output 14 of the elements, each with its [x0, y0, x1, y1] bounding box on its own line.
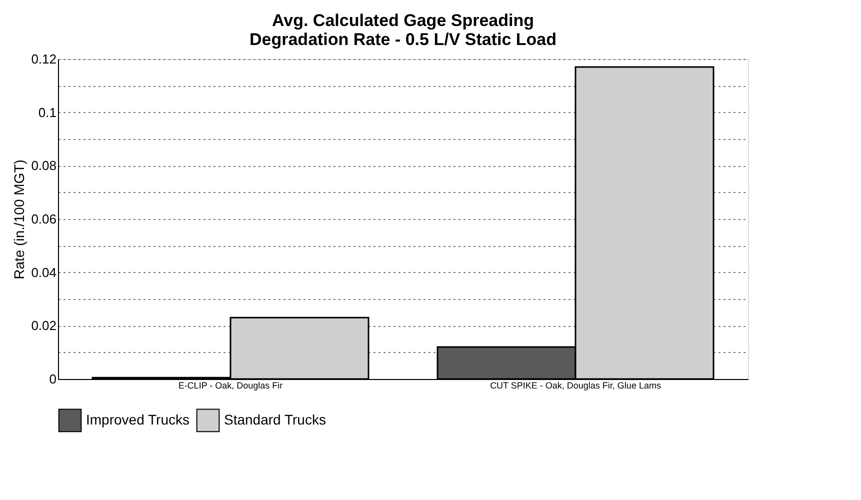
- y-tick-label: 0.12: [31, 52, 56, 66]
- text: Avg. Calculated Gage Spreading: [272, 11, 534, 30]
- y-tick-label: 0: [49, 372, 56, 386]
- y-axis-title: Rate (in./100 MGT): [11, 160, 28, 280]
- x-tick-label: CUT SPIKE - Oak, Douglas Fir, Glue Lams: [490, 380, 662, 390]
- text: Degradation Rate - 0.5 L/V Static Load: [249, 30, 557, 49]
- x-tick-label: E-CLIP - Oak, Douglas Fir: [178, 380, 283, 390]
- y-tick-label: 0.06: [31, 212, 56, 226]
- y-tick-label: 0.1: [38, 104, 56, 120]
- legend-label: Standard Trucks: [224, 411, 326, 428]
- y-tick-label: 0.04: [31, 264, 56, 280]
- y-tick-label: 0.02: [31, 318, 56, 334]
- legend-label: Improved Trucks: [86, 411, 190, 428]
- y-tick-label: 0.08: [31, 158, 56, 174]
